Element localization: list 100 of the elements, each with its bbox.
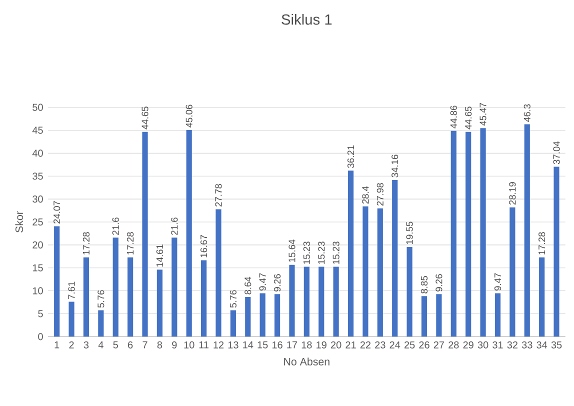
- data-label: 9.47: [259, 273, 266, 291]
- x-tick-label: 33: [522, 341, 532, 348]
- data-label: 8.64: [244, 276, 252, 294]
- data-label: 45.47: [480, 102, 486, 126]
- data-label: 27.78: [215, 184, 222, 207]
- x-tick-label: 5: [113, 341, 118, 348]
- bar: [466, 132, 472, 337]
- data-label: 24.07: [54, 201, 60, 224]
- data-label: 21.6: [112, 218, 119, 235]
- x-tick-label: 20: [331, 341, 342, 348]
- x-tick-label: 31: [492, 341, 503, 348]
- data-label: 15.23: [303, 242, 310, 264]
- data-label: 34.16: [392, 154, 398, 178]
- y-tick-label: 15: [32, 264, 43, 272]
- data-label: 44.65: [142, 106, 148, 130]
- x-tick-label: 18: [302, 341, 312, 348]
- x-tick-label: 4: [98, 341, 104, 348]
- data-label: 17.28: [127, 232, 134, 254]
- data-label: 19.55: [406, 222, 413, 244]
- y-tick-label: 30: [32, 196, 43, 203]
- data-label: 46.3: [524, 104, 530, 122]
- data-label: 36.21: [347, 145, 354, 168]
- x-tick-label: 19: [316, 341, 326, 348]
- bar: [510, 207, 516, 337]
- x-tick-label: 27: [434, 341, 444, 348]
- bar: [68, 302, 74, 337]
- x-tick-label: 9: [172, 341, 177, 348]
- bar: [83, 257, 90, 337]
- data-label: 5.76: [230, 290, 236, 308]
- bar: [524, 124, 530, 337]
- y-tick-label: 50: [32, 104, 43, 111]
- bar: [186, 130, 192, 337]
- bar: [450, 130, 456, 337]
- x-axis-title: No Absen: [284, 358, 330, 366]
- bar: [230, 310, 236, 337]
- y-axis-title: Skor: [15, 211, 24, 232]
- data-label: 17.28: [82, 232, 90, 254]
- x-tick-label: 30: [478, 341, 488, 348]
- x-tick-label: 26: [419, 341, 430, 348]
- data-label: 27.98: [376, 183, 384, 206]
- bar: [156, 270, 163, 337]
- bar: [260, 293, 266, 337]
- x-tick-label: 1: [54, 341, 60, 348]
- bar: [318, 266, 324, 337]
- bar: [377, 208, 383, 337]
- x-tick-label: 21: [346, 341, 356, 348]
- data-label: 15.23: [332, 242, 340, 264]
- bar: [54, 226, 60, 337]
- data-label: 28.19: [509, 182, 516, 205]
- bar: [172, 238, 178, 337]
- x-tick-label: 23: [375, 341, 386, 348]
- x-tick-label: 3: [84, 341, 89, 348]
- data-label: 7.61: [68, 282, 75, 299]
- data-label: 16.67: [200, 235, 208, 258]
- x-tick-label: 16: [272, 341, 282, 348]
- data-label: 5.76: [98, 290, 104, 308]
- chart-title: Siklus 1: [282, 14, 332, 25]
- x-tick-label: 25: [404, 341, 415, 348]
- data-label: 45.06: [186, 104, 192, 128]
- data-label: 37.04: [553, 141, 560, 164]
- x-tick-label: 34: [536, 341, 548, 348]
- bar: [421, 296, 428, 337]
- x-tick-label: 8: [157, 341, 162, 348]
- bar: [333, 266, 339, 337]
- bar: [554, 166, 560, 337]
- bar: [274, 294, 280, 337]
- data-label: 9.26: [436, 274, 442, 292]
- bar: [436, 294, 442, 337]
- data-label: 44.65: [465, 106, 472, 130]
- x-tick-label: 13: [228, 341, 238, 348]
- x-tick-label: 11: [199, 341, 209, 348]
- x-tick-label: 15: [258, 341, 268, 348]
- bar: [406, 246, 412, 337]
- x-tick-label: 7: [142, 341, 148, 348]
- x-tick-label: 28: [448, 341, 459, 348]
- data-label: 15.23: [318, 242, 325, 264]
- x-tick-label: 32: [507, 341, 518, 348]
- y-tick-label: 5: [38, 310, 43, 318]
- y-tick-label: 20: [32, 241, 43, 248]
- bar: [362, 206, 368, 337]
- bar: [245, 297, 251, 337]
- x-tick-label: 22: [360, 341, 371, 348]
- y-tick-label: 45: [32, 126, 43, 134]
- data-label: 17.28: [538, 232, 546, 254]
- data-label: 15.64: [288, 240, 296, 262]
- x-tick-label: 35: [551, 341, 562, 348]
- x-tick-label: 29: [463, 341, 474, 348]
- bar: [348, 170, 354, 337]
- x-tick-label: 12: [214, 341, 224, 348]
- bar: [216, 209, 222, 337]
- x-tick-label: 6: [128, 341, 133, 348]
- data-label: 9.47: [494, 273, 502, 291]
- data-label: 14.61: [156, 244, 163, 267]
- x-tick-label: 24: [390, 341, 400, 348]
- x-tick-label: 17: [287, 341, 298, 348]
- data-label: 8.85: [420, 276, 428, 294]
- y-tick-label: 10: [32, 287, 43, 294]
- y-tick-label: 0: [38, 333, 43, 340]
- bar: [289, 264, 295, 337]
- y-tick-label: 25: [32, 218, 43, 226]
